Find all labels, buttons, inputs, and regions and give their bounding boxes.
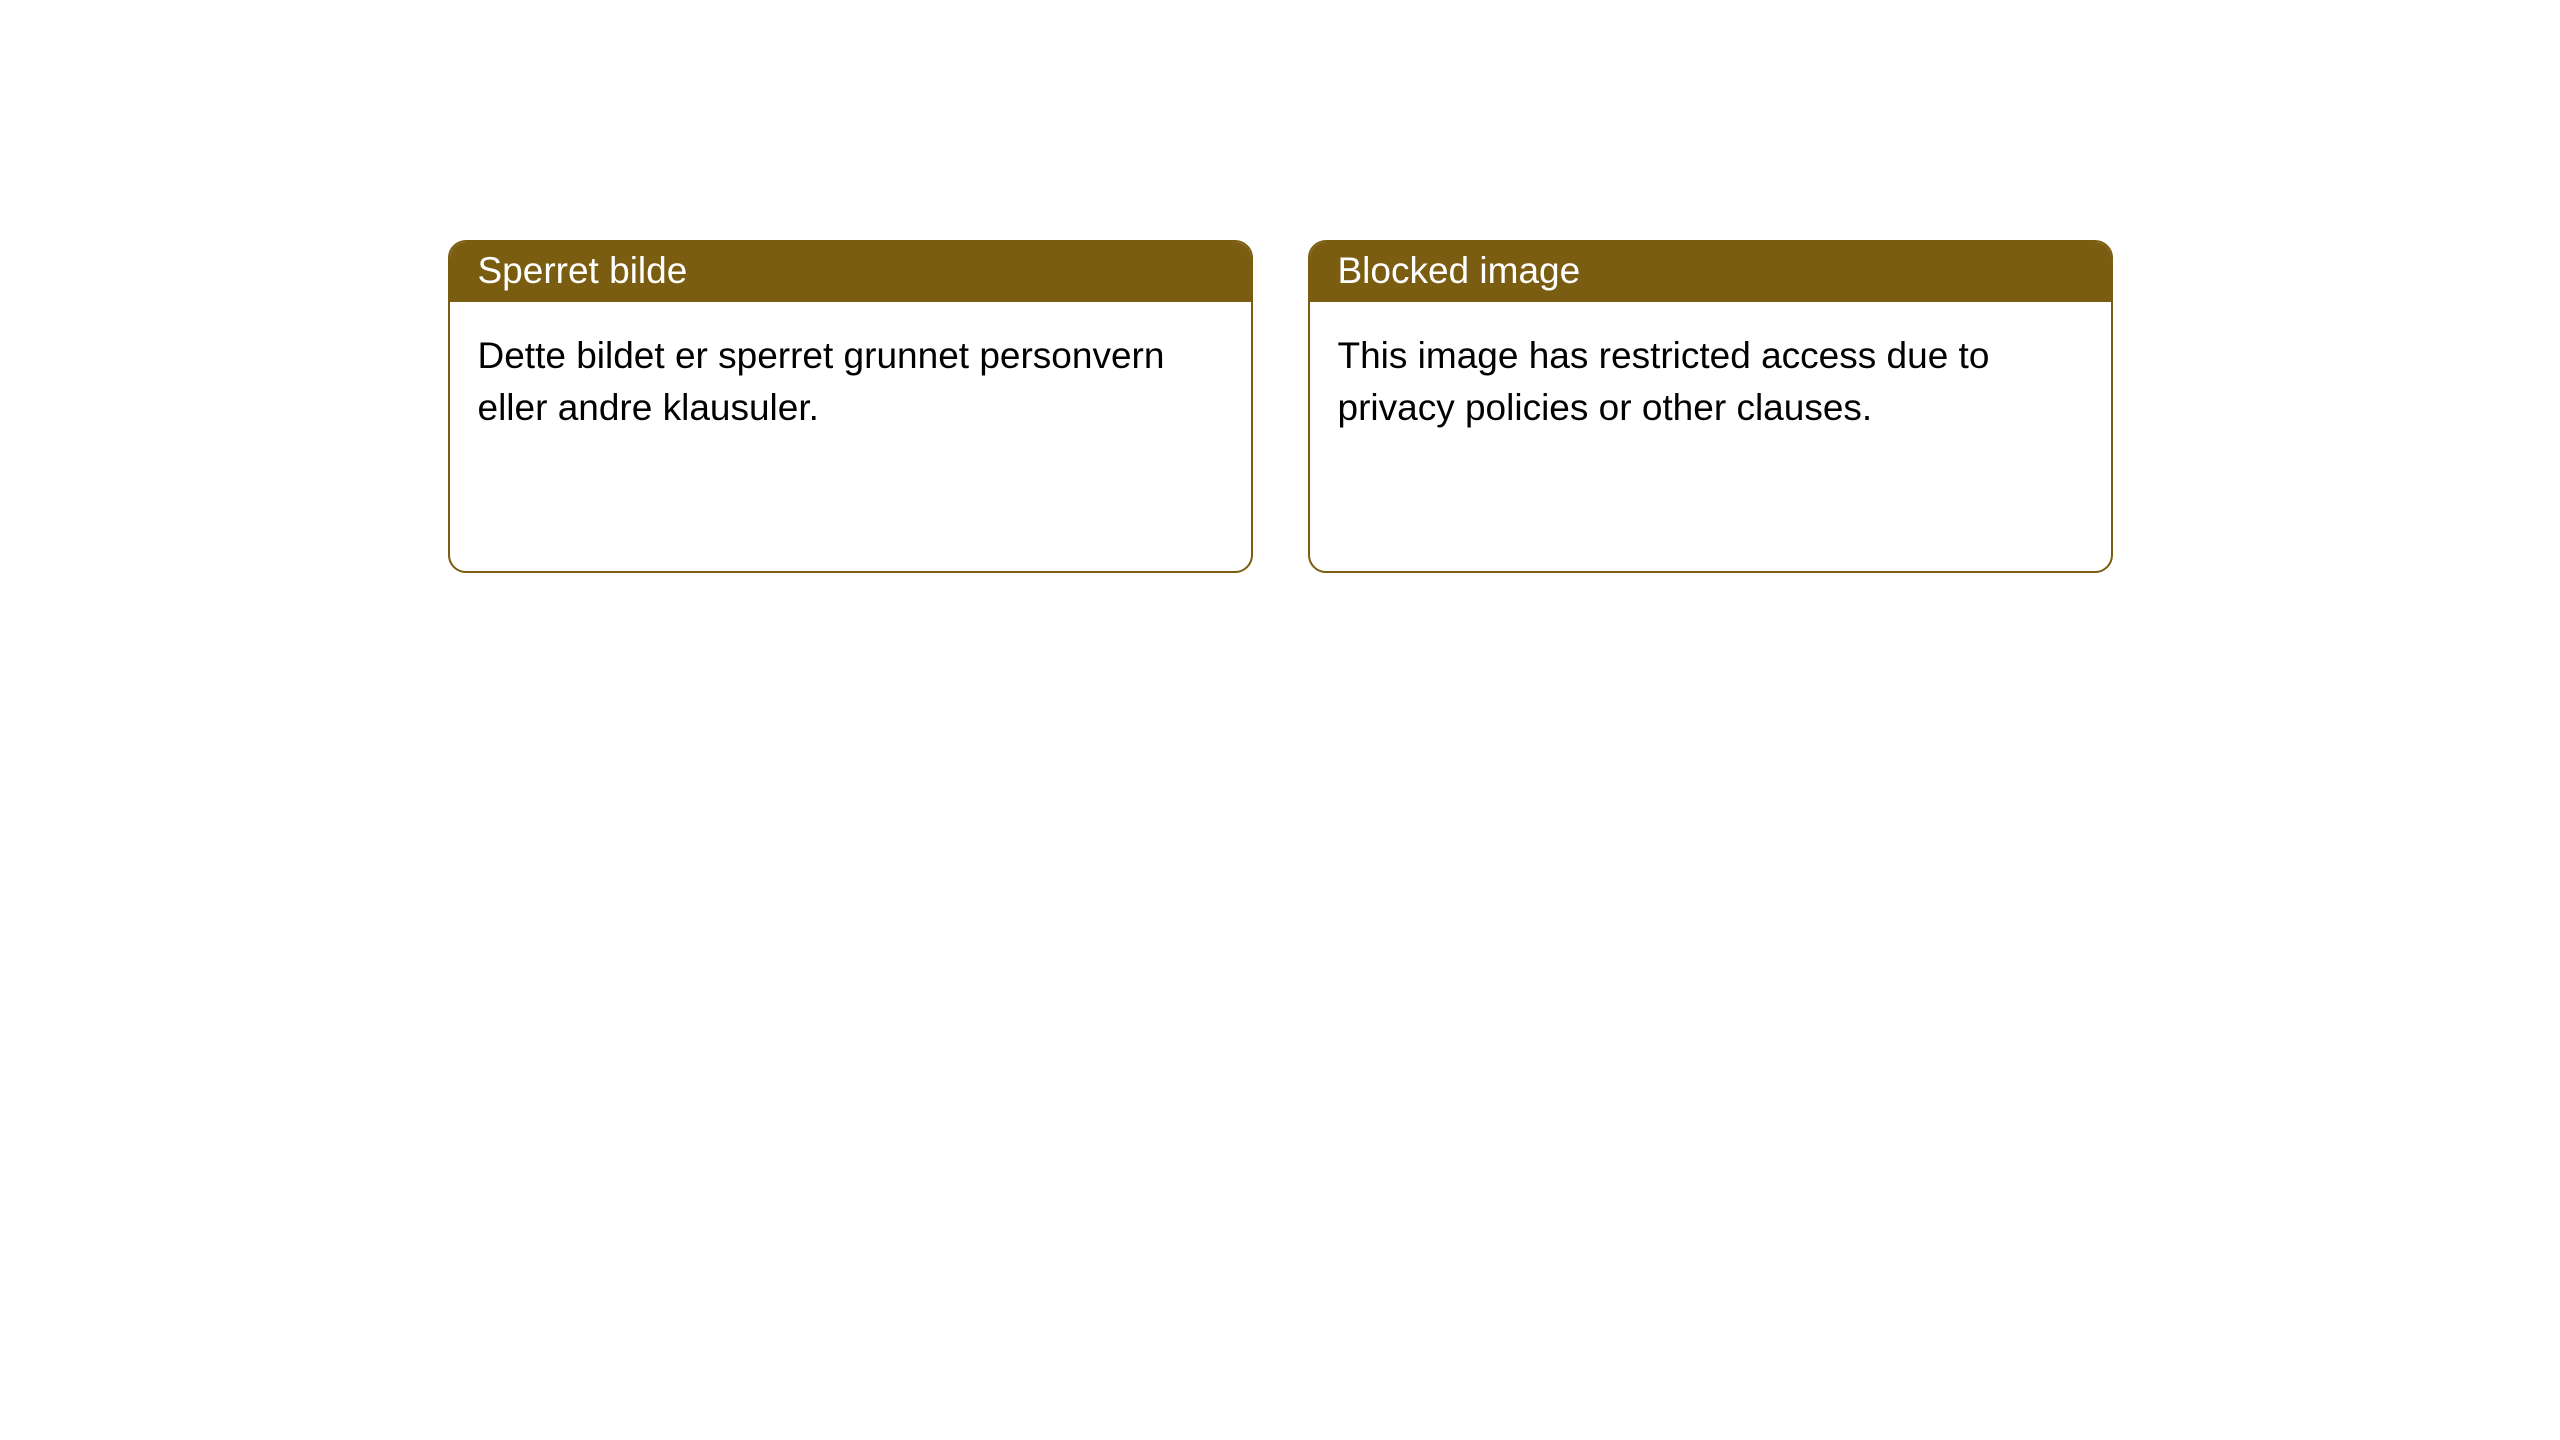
notice-card-english: Blocked image This image has restricted … (1308, 240, 2113, 573)
notice-body: Dette bildet er sperret grunnet personve… (450, 302, 1251, 462)
notice-header: Sperret bilde (450, 242, 1251, 302)
notice-body: This image has restricted access due to … (1310, 302, 2111, 462)
notice-container: Sperret bilde Dette bildet er sperret gr… (448, 240, 2113, 1440)
notice-header: Blocked image (1310, 242, 2111, 302)
notice-card-norwegian: Sperret bilde Dette bildet er sperret gr… (448, 240, 1253, 573)
